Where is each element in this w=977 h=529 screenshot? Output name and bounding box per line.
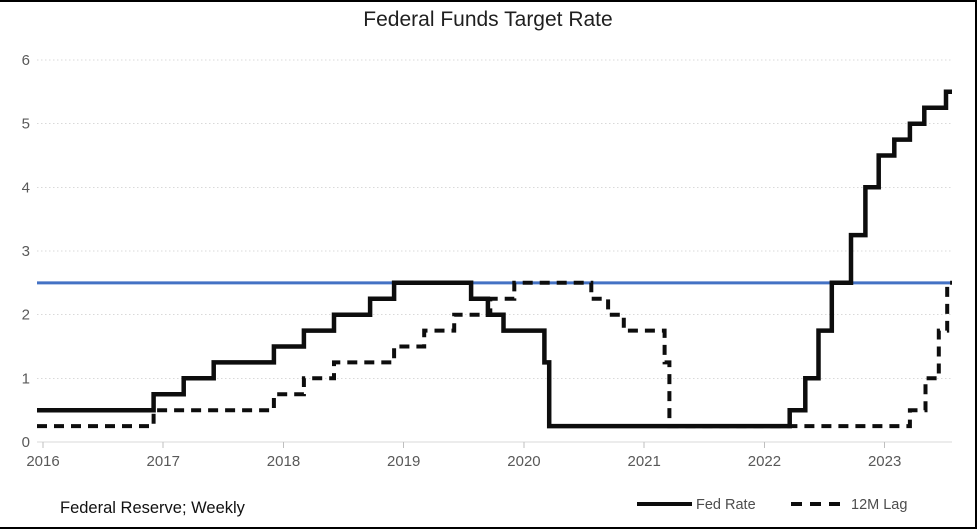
legend: Fed Rate 12M Lag: [637, 497, 907, 513]
x-tick-label: 2017: [147, 453, 180, 470]
y-tick-label: 3: [22, 243, 30, 260]
x-tick-label: 2016: [26, 453, 59, 470]
y-tick-label: 0: [22, 434, 30, 451]
chart-title: Federal Funds Target Rate: [363, 8, 612, 31]
x-tick-label: 2023: [868, 453, 901, 470]
data-series: [37, 89, 952, 429]
y-tick-label: 2: [22, 307, 30, 324]
gridlines: [37, 59, 952, 379]
y-tick-label: 1: [22, 370, 30, 387]
x-tick-label: 2020: [507, 453, 540, 470]
y-tick-label: 5: [22, 116, 30, 133]
legend-label-fed-rate: Fed Rate: [696, 497, 756, 513]
fed-rate-line: [37, 89, 952, 429]
source-caption: Federal Reserve; Weekly: [60, 499, 246, 517]
x-tick-label: 2019: [387, 453, 420, 470]
x-tick-label: 2018: [267, 453, 300, 470]
x-tick-label: 2022: [748, 453, 781, 470]
lag-line: [37, 280, 952, 429]
axes: [37, 441, 952, 448]
y-tick-label: 4: [22, 179, 30, 196]
y-tick-label: 6: [22, 52, 30, 69]
legend-label-12m-lag: 12M Lag: [851, 497, 907, 513]
axis-labels: 0 1 2 3 4 5 6 2016 2017 2018 2019 2020 2021 2022 2023: [22, 52, 902, 470]
x-tick-label: 2021: [628, 453, 661, 470]
